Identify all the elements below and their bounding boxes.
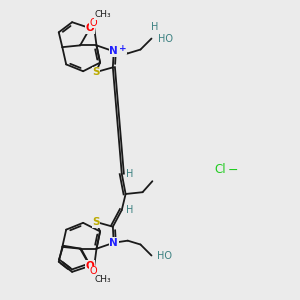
Text: −: − [227,164,238,177]
Text: H: H [151,22,158,32]
Text: +: + [119,44,127,53]
Text: CH₃: CH₃ [95,10,111,19]
Text: S: S [92,67,100,77]
Text: O: O [85,23,94,33]
Text: O: O [90,266,97,276]
Text: N: N [110,238,118,248]
Text: CH₃: CH₃ [95,275,111,284]
Text: H: H [125,169,133,179]
Text: O: O [85,261,94,271]
Text: H: H [125,205,133,215]
Text: N: N [110,46,118,56]
Text: O: O [90,18,97,28]
Text: Cl: Cl [214,163,226,176]
Text: S: S [92,217,100,227]
Text: HO: HO [158,34,173,44]
Text: HO: HO [158,250,172,260]
